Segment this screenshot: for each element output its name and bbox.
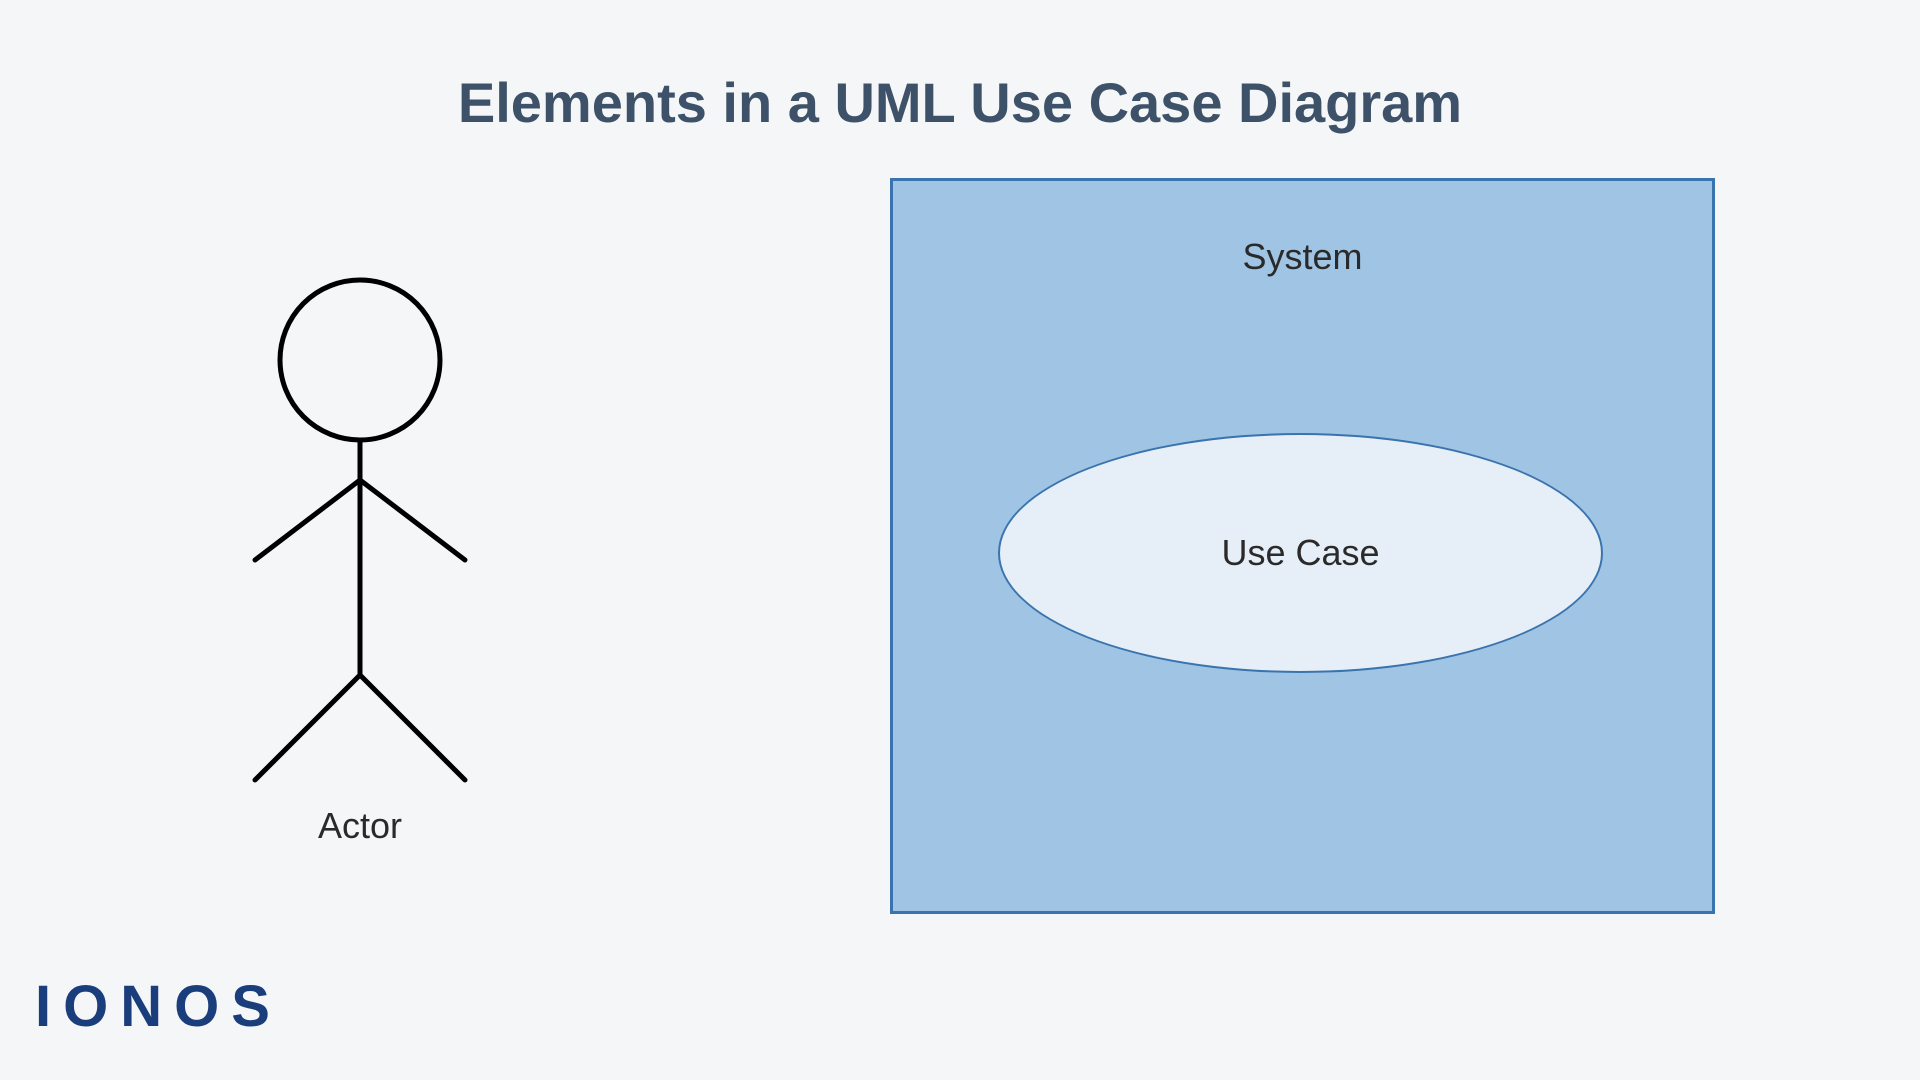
actor-stick-figure-icon <box>250 275 470 785</box>
actor-element: Actor <box>250 275 470 847</box>
use-case-label: Use Case <box>1221 532 1379 574</box>
system-boundary-box: System Use Case <box>890 178 1715 914</box>
use-case-ellipse: Use Case <box>998 433 1603 673</box>
diagram-title: Elements in a UML Use Case Diagram <box>360 70 1560 135</box>
actor-label: Actor <box>250 805 470 847</box>
system-label: System <box>1242 236 1362 278</box>
ionos-logo: IONOS <box>35 973 282 1040</box>
